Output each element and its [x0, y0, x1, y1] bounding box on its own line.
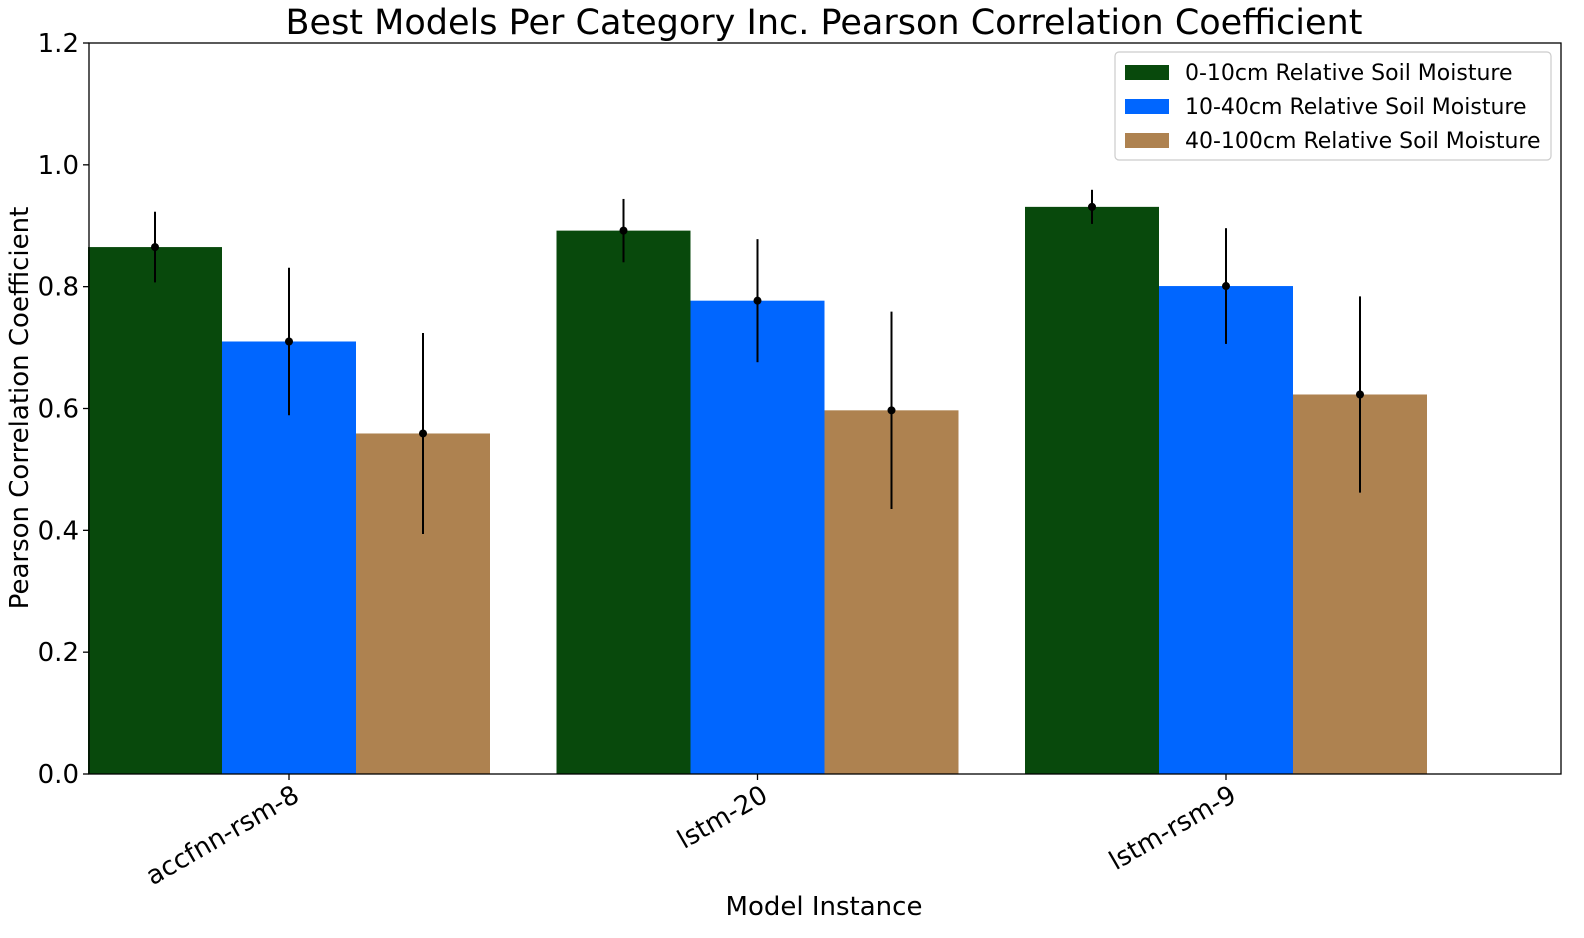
y-tick-label-1.2: 1.2 — [38, 29, 79, 59]
x-tick-label-lstm-rsm-9: lstm-rsm-9 — [1104, 780, 1241, 877]
y-tick-label-0.6: 0.6 — [38, 395, 79, 425]
mean-point-lstm-20-series-3 — [887, 406, 896, 415]
x-tick-label-lstm-20: lstm-20 — [672, 780, 773, 855]
mean-point-accfnn-rsm-8-series-1 — [151, 243, 159, 252]
y-axis: 0.0 0.2 0.4 0.6 0.8 1.0 1.2 — [38, 29, 89, 790]
chart-title: Best Models Per Category Inc. Pearson Co… — [286, 3, 1363, 43]
y-axis-label: Pearson Correlation Coefficient — [5, 207, 35, 610]
bar-lstm-rsm-9-series-1 — [1025, 206, 1159, 774]
x-tick-label-accfnn-rsm-8: accfnn-rsm-8 — [141, 780, 305, 892]
legend-box — [1114, 51, 1552, 161]
mean-point-lstm-rsm-9-series-3 — [1356, 390, 1364, 399]
legend-swatch-series-2 — [1125, 99, 1169, 114]
legend-swatch-series-3 — [1125, 133, 1169, 148]
legend: 0-10cm Relative Soil Moisture 10-40cm Rel… — [1114, 51, 1552, 161]
y-tick-label-0.8: 0.8 — [38, 273, 79, 303]
mean-point-lstm-20-series-1 — [619, 226, 628, 235]
y-tick-label-0.0: 0.0 — [38, 760, 79, 790]
bar-lstm-20-series-1 — [556, 230, 691, 774]
mean-point-lstm-rsm-9-series-2 — [1222, 282, 1230, 291]
bar-accfnn-rsm-8-series-1 — [88, 247, 222, 775]
y-tick-label-0.2: 0.2 — [38, 638, 79, 668]
bar-lstm-20-series-2 — [690, 300, 825, 774]
y-tick-label-0.4: 0.4 — [38, 516, 79, 546]
legend-swatch-series-1 — [1125, 65, 1169, 80]
bars-layer — [88, 206, 1427, 775]
x-axis: accfnn-rsm-8 lstm-20 lstm-rsm-9 — [141, 774, 1242, 892]
mean-point-lstm-20-series-2 — [753, 296, 762, 305]
x-axis-label: Model Instance — [726, 892, 923, 922]
legend-label-series-2: 10-40cm Relative Soil Moisture — [1185, 95, 1526, 120]
mean-point-lstm-rsm-9-series-1 — [1088, 202, 1096, 211]
error-bars-layer — [151, 189, 1364, 534]
mean-point-accfnn-rsm-8-series-3 — [419, 429, 427, 438]
y-tick-label-1.0: 1.0 — [38, 151, 79, 181]
mean-point-accfnn-rsm-8-series-2 — [285, 337, 293, 346]
legend-label-series-3: 40-100cm Relative Soil Moisture — [1185, 129, 1540, 154]
legend-label-series-1: 0-10cm Relative Soil Moisture — [1185, 61, 1513, 86]
bar-lstm-rsm-9-series-2 — [1159, 286, 1293, 774]
